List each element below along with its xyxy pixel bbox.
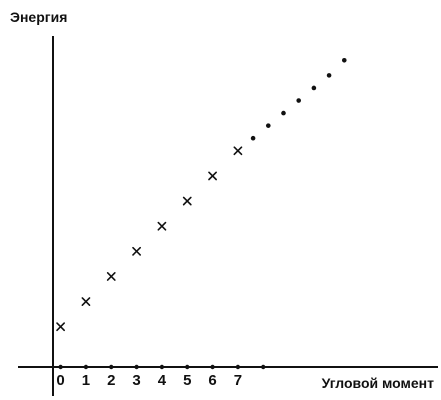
axis-dot-8 [261, 364, 266, 370]
x-tick-label-2: 2 [107, 372, 115, 389]
cross-marker-5 [182, 196, 192, 206]
x-tick-label-5: 5 [183, 372, 191, 389]
x-tick-label-0: 0 [56, 372, 64, 389]
axis-dot-5 [185, 364, 190, 370]
axis-dot-2 [109, 364, 114, 370]
dot-marker-3 [296, 98, 301, 103]
axis-dot-0 [58, 364, 63, 370]
dot-marker-1 [265, 123, 271, 128]
x-tick-label-6: 6 [208, 372, 216, 389]
cross-marker-4 [157, 221, 167, 231]
x-tick-label-4: 4 [158, 372, 167, 389]
axis-dot-4 [159, 364, 165, 370]
axis-dot-6 [210, 364, 215, 370]
y-axis-title: Энергия [10, 9, 67, 25]
axis-dot-7 [235, 364, 241, 370]
cross-marker-2 [106, 272, 116, 281]
x-tick-label-3: 3 [132, 372, 140, 389]
cross-marker-0 [56, 322, 65, 332]
cross-marker-3 [132, 246, 141, 256]
x-tick-label-1: 1 [82, 372, 90, 389]
dot-marker-6 [341, 58, 347, 63]
dot-marker-4 [311, 85, 317, 91]
cross-marker-1 [81, 297, 91, 306]
dot-marker-0 [250, 135, 256, 141]
dot-marker-2 [281, 110, 286, 116]
plot-marks [56, 58, 347, 370]
dot-marker-5 [326, 73, 332, 78]
axis-dot-3 [134, 364, 139, 370]
axis-dot-1 [83, 364, 89, 370]
x-axis-title: Угловой момент [322, 375, 435, 391]
x-tick-label-7: 7 [234, 372, 242, 389]
cross-marker-6 [208, 171, 217, 181]
cross-marker-7 [233, 146, 243, 156]
